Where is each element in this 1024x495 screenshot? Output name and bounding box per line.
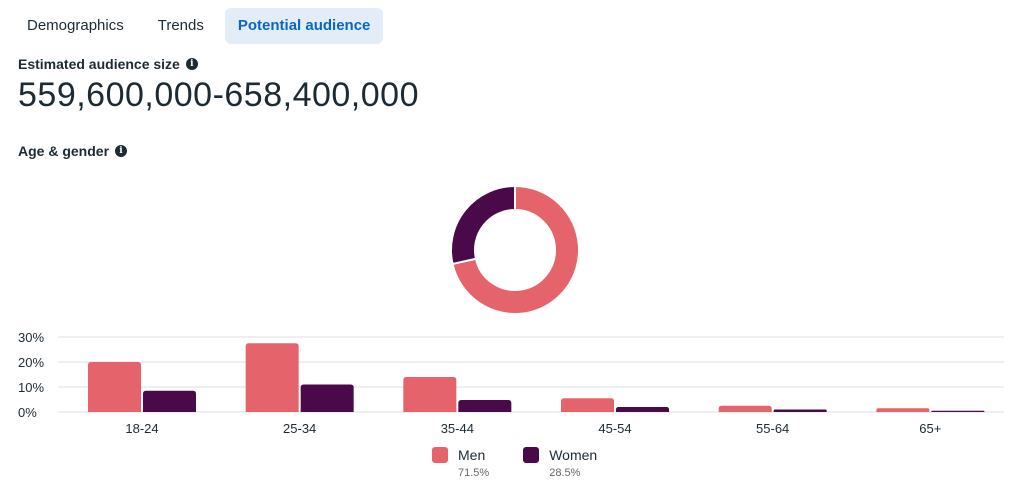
bar-women-35-44 xyxy=(458,400,512,412)
info-icon[interactable]: i xyxy=(115,145,128,157)
chart-legend: Men 71.5% Women 28.5% xyxy=(432,447,597,479)
age-gender-chart: 30% 20% 10% 0% 18-24 25-34 35-44 45-54 55-64 65+ xyxy=(18,184,1004,436)
x-tick-label: 18-24 xyxy=(125,421,158,436)
age-gender-label: Age & gender xyxy=(18,143,110,159)
tab-potential-audience[interactable]: Potential audience xyxy=(224,8,384,44)
bar-men-18-24 xyxy=(88,362,141,412)
y-tick-label: 10% xyxy=(18,380,44,395)
x-tick-label: 65+ xyxy=(919,421,941,436)
bar-men-35-44 xyxy=(403,377,457,412)
x-tick-label: 35-44 xyxy=(441,421,474,436)
legend-item-men[interactable]: Men 71.5% xyxy=(432,447,489,479)
bar-men-25-34 xyxy=(245,343,299,412)
donut-slice-women xyxy=(450,184,516,266)
x-tick-label: 25-34 xyxy=(283,421,316,436)
tab-demographics[interactable]: Demographics xyxy=(27,17,124,34)
bar-men-45-54 xyxy=(561,398,614,412)
legend-swatch-men xyxy=(432,447,448,463)
bar-women-55-64 xyxy=(773,409,827,412)
tab-bar: Demographics Trends Potential audience xyxy=(14,8,384,44)
audience-size-label: Estimated audience size xyxy=(18,56,180,72)
y-tick-label: 20% xyxy=(18,355,44,370)
audience-size-heading: Estimated audience size i xyxy=(18,56,198,72)
legend-label-women: Women xyxy=(549,447,598,463)
bar-men-65+ xyxy=(876,408,930,412)
bar-men-55-64 xyxy=(718,405,772,412)
legend-pct-women: 28.5% xyxy=(549,467,581,479)
x-tick-label: 45-54 xyxy=(598,421,631,436)
y-tick-label: 0% xyxy=(18,405,37,420)
bar-women-45-54 xyxy=(616,407,669,412)
age-gender-heading: Age & gender i xyxy=(18,143,128,159)
donut-slice-men xyxy=(451,184,580,315)
bar-women-65+ xyxy=(931,410,985,412)
legend-label-men: Men xyxy=(458,447,486,463)
bar-women-18-24 xyxy=(143,390,196,412)
tab-trends[interactable]: Trends xyxy=(157,17,204,34)
bar-women-25-34 xyxy=(300,384,354,412)
audience-size-value: 559,600,000-658,400,000 xyxy=(18,76,419,114)
y-tick-label: 30% xyxy=(18,330,44,345)
legend-swatch-women xyxy=(523,447,540,463)
legend-pct-men: 71.5% xyxy=(458,467,490,479)
x-tick-label: 55-64 xyxy=(756,421,789,436)
legend-item-women[interactable]: Women 28.5% xyxy=(523,447,597,479)
info-icon[interactable]: i xyxy=(185,58,198,70)
